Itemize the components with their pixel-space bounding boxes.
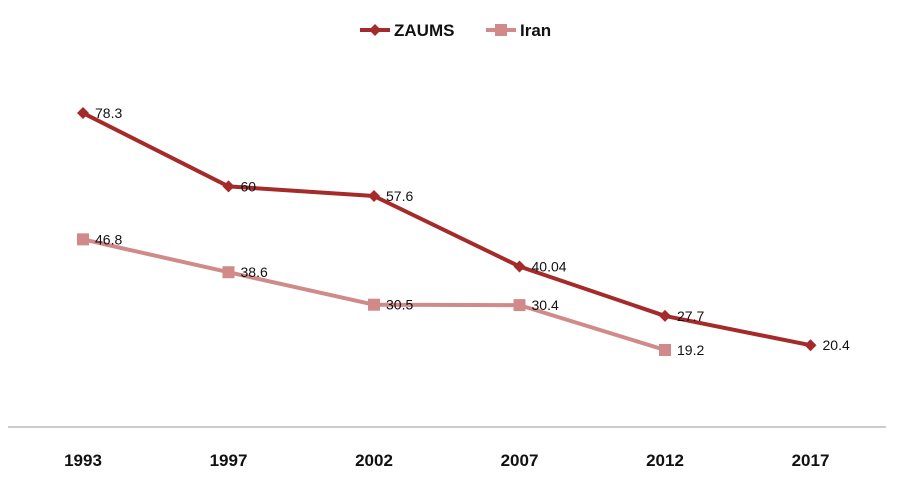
data-label: 19.2 — [677, 342, 704, 358]
legend: ZAUMS Iran — [360, 21, 551, 40]
series-iran — [77, 233, 671, 357]
legend-label: ZAUMS — [394, 21, 454, 40]
data-labels: 46.8 38.6 30.5 30.4 19.2 78.3 60 57.6 40.04 27.7 2… — [95, 105, 850, 358]
data-point — [222, 266, 235, 279]
data-label: 78.3 — [95, 105, 122, 121]
series-line — [82, 111, 811, 348]
data-label: 20.4 — [823, 337, 850, 353]
x-tick-label: 1997 — [210, 451, 248, 470]
data-point — [77, 107, 89, 120]
data-label: 30.4 — [532, 297, 559, 313]
series-layer — [77, 107, 817, 357]
data-label: 27.7 — [677, 308, 704, 324]
data-point — [659, 309, 671, 322]
data-label: 60 — [241, 178, 257, 194]
data-label: 40.04 — [532, 258, 567, 274]
x-tick-label: 2007 — [501, 451, 539, 470]
legend-item: ZAUMS — [360, 21, 454, 40]
legend-marker — [369, 24, 381, 36]
x-tick-label: 1993 — [64, 451, 102, 470]
x-axis-ticks: 1993 1997 2002 2007 2012 2017 — [64, 451, 829, 470]
legend-label: Iran — [520, 21, 551, 40]
data-point — [513, 260, 526, 273]
data-point — [513, 299, 526, 312]
x-tick-label: 2012 — [646, 451, 684, 470]
legend-marker — [495, 24, 507, 36]
data-point — [222, 180, 235, 193]
data-label: 57.6 — [386, 188, 413, 204]
data-point — [77, 233, 89, 246]
series-line — [82, 237, 666, 352]
data-label: 38.6 — [241, 264, 268, 280]
data-point — [659, 344, 671, 357]
x-tick-label: 2017 — [792, 451, 830, 470]
legend-item: Iran — [486, 21, 551, 40]
data-label: 46.8 — [95, 231, 122, 247]
series-zaums — [77, 107, 817, 352]
data-point — [368, 298, 380, 311]
x-tick-label: 2002 — [355, 451, 393, 470]
data-point — [804, 339, 817, 352]
data-label: 30.5 — [386, 297, 413, 313]
data-point — [368, 190, 380, 203]
